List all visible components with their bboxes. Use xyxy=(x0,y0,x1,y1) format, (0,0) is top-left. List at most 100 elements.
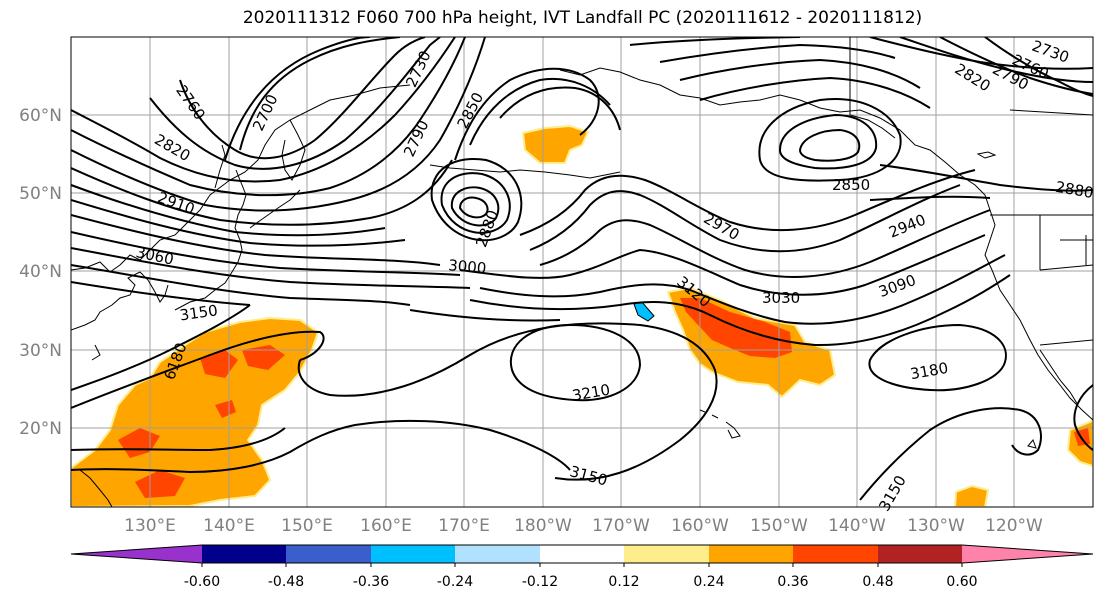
colorbar-tick-label: 0.60 xyxy=(946,574,977,590)
contour-2760-west xyxy=(179,37,426,160)
coast-kamchatka xyxy=(281,119,306,181)
contour-3180-east-high xyxy=(868,323,1007,392)
contour-label: 3150 xyxy=(179,301,219,324)
contour-2910-west xyxy=(71,159,453,226)
colorbar-cell xyxy=(962,545,1093,563)
contour-2880-east xyxy=(879,164,1093,192)
contour-low-center-3 xyxy=(440,172,511,234)
ivt-region-bering xyxy=(521,124,590,164)
lon-label: 180°W xyxy=(514,516,572,536)
contour-northeast-4 xyxy=(984,37,1093,97)
contour-trough-3 xyxy=(499,86,621,131)
hudson-detail xyxy=(1009,109,1093,116)
coast-taiwan-philippines xyxy=(79,344,113,507)
contour-3150-south xyxy=(71,419,571,474)
contour-low-center-4 xyxy=(430,158,523,242)
lat-label: 40°N xyxy=(19,262,62,282)
colorbar-tick-label: -0.12 xyxy=(522,574,558,590)
lon-label: 140°W xyxy=(828,516,886,536)
colorbar-cell xyxy=(540,545,624,563)
height-contours xyxy=(71,37,1093,501)
lon-label: 120°W xyxy=(985,516,1043,536)
contour-2820-east-low xyxy=(778,113,878,170)
coast-alaska xyxy=(559,67,991,211)
contour-3090-east xyxy=(409,309,561,322)
contour-2940-west xyxy=(71,184,386,237)
coast-japan xyxy=(174,169,247,311)
contour-2790-east-low xyxy=(798,128,861,162)
lat-label: 50°N xyxy=(19,184,62,204)
border-us-mexico xyxy=(1039,339,1093,346)
lon-label: 150°W xyxy=(750,516,808,536)
contour-3120-west xyxy=(71,281,251,306)
contour-2880-west xyxy=(71,37,486,212)
contour-3030-west xyxy=(71,231,461,276)
contour-label: 3000 xyxy=(448,256,488,277)
colorbar-tick-label: -0.60 xyxy=(184,574,220,590)
contour-2790-west xyxy=(149,37,441,170)
contour-ridge-east-4 xyxy=(459,234,986,296)
contour-3090-west xyxy=(71,264,411,306)
map-frame xyxy=(70,36,1094,508)
contour-2850-west xyxy=(71,37,466,197)
lon-label: 170°W xyxy=(592,516,650,536)
contour-3060-east xyxy=(469,274,1011,347)
contour-3030-east xyxy=(479,254,1006,325)
contour-low-center-1 xyxy=(458,196,489,219)
contour-2820-north xyxy=(699,76,931,109)
lon-label: 160°E xyxy=(360,516,412,536)
lon-label: 150°E xyxy=(281,516,333,536)
lake-detail xyxy=(976,151,997,159)
contour-2790-north xyxy=(679,58,921,89)
lon-label: 130°W xyxy=(907,516,965,536)
colorbar-cell xyxy=(71,545,202,563)
contour-3150-loop xyxy=(71,322,718,481)
ivt-region-southeast xyxy=(953,484,990,507)
lon-label: 170°E xyxy=(438,516,490,536)
coast-baja xyxy=(1039,349,1079,406)
colorbar: -0.60 -0.48 -0.36 -0.24 -0.12 0.12 0.24 … xyxy=(70,544,1094,590)
contour-label: 2850 xyxy=(832,176,870,194)
colorbar-cell xyxy=(371,545,455,563)
contour-ridge-east-2 xyxy=(519,169,976,236)
lon-label: 130°E xyxy=(124,516,176,536)
ivt-region-west-core xyxy=(118,345,285,498)
colorbar-cell xyxy=(793,545,878,563)
lat-label: 30°N xyxy=(19,341,62,361)
colorbar-tick-label: -0.48 xyxy=(268,574,304,590)
coast-aleutians xyxy=(429,164,621,179)
contour-2760-north xyxy=(659,43,896,63)
contour-3180-loop xyxy=(71,427,286,452)
colorbar-cell xyxy=(286,545,371,563)
coast-north-america xyxy=(984,209,1093,421)
coast-asia xyxy=(71,84,411,273)
colorbar-cell xyxy=(202,545,286,563)
contour-northeast-2 xyxy=(899,37,1093,83)
colorbar-cell xyxy=(878,545,962,563)
colorbar-cell xyxy=(709,545,793,563)
contour-label: 3030 xyxy=(762,289,800,307)
contour-3120-high xyxy=(71,304,251,391)
contour-trough-2 xyxy=(469,78,611,146)
colorbar-cell xyxy=(624,545,709,563)
border-alaska-canada xyxy=(849,37,896,139)
colorbar-tick-label: 0.12 xyxy=(608,574,639,590)
contour-3150-east xyxy=(859,407,1042,501)
contour-2700-west xyxy=(239,37,401,151)
coast-sakhalin xyxy=(214,144,226,189)
contour-2820-west xyxy=(71,37,456,183)
contour-3000-west xyxy=(71,214,441,266)
colorbar-tick-label: -0.36 xyxy=(353,574,389,590)
contour-low-center-2 xyxy=(450,186,500,227)
contour-ridge-east-3 xyxy=(539,209,991,278)
latitude-labels: 60°N 50°N 40°N 30°N 20°N xyxy=(19,106,62,439)
colorbar-tick-label: 0.36 xyxy=(777,574,808,590)
contour-2910-east xyxy=(869,195,991,201)
colorbar-tick-label: 0.48 xyxy=(862,574,893,590)
contour-3060-west xyxy=(71,247,471,289)
lon-label: 140°E xyxy=(203,516,255,536)
coast-china xyxy=(71,271,141,331)
coast-hawaii xyxy=(699,409,741,439)
contour-trough-1 xyxy=(454,67,600,161)
